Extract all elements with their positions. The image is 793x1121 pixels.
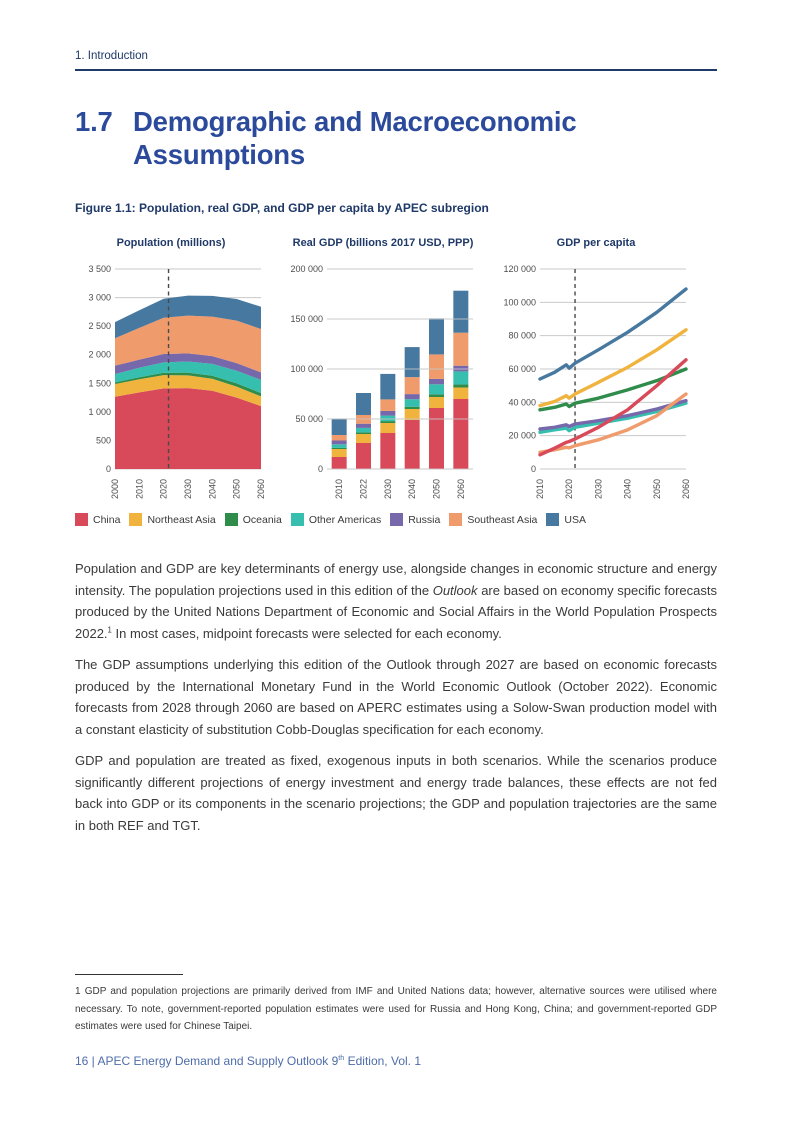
legend-swatch <box>449 513 463 526</box>
svg-text:2 000: 2 000 <box>88 350 111 360</box>
outlook-italic: Outlook <box>432 582 478 598</box>
svg-text:3 500: 3 500 <box>88 264 111 274</box>
paragraph-3: GDP and population are treated as fixed,… <box>75 753 717 833</box>
real-gdp-chart-title: Real GDP (billions 2017 USD, PPP) <box>292 237 474 249</box>
section-number: 1.7 <box>75 106 113 137</box>
section-title-line2: Assumptions <box>133 139 305 170</box>
svg-text:2060: 2060 <box>456 479 466 499</box>
paragraph-1-text: are based on economy specific forecasts … <box>75 582 717 641</box>
svg-text:0: 0 <box>318 464 323 474</box>
svg-text:120 000: 120 000 <box>503 264 536 274</box>
footnote-rule <box>75 974 183 975</box>
footer-superscript: th <box>338 1053 345 1062</box>
svg-text:1 000: 1 000 <box>88 407 111 417</box>
legend-label: Southeast Asia <box>467 513 538 526</box>
svg-text:2030: 2030 <box>593 479 603 499</box>
section-title-text: Demographic and Macroeconomic Assumption… <box>133 105 577 171</box>
svg-text:2040: 2040 <box>623 479 633 499</box>
legend-swatch <box>390 513 404 526</box>
real-gdp-bar-chart: 0 50 000 100 000 150 000 200 000 2010 2022 2030… <box>290 264 473 499</box>
figure-caption: Figure 1.1: Population, real GDP, and GD… <box>75 201 489 215</box>
footnote-reference: 1 <box>107 625 112 635</box>
svg-text:2030: 2030 <box>183 479 193 499</box>
svg-text:100 000: 100 000 <box>290 364 323 374</box>
svg-text:50 000: 50 000 <box>295 414 323 424</box>
svg-text:2 500: 2 500 <box>88 321 111 331</box>
legend-swatch <box>224 513 238 526</box>
gdp-per-capita-chart-column: GDP per capita 0 20 000 40 000 60 000 80 000… <box>500 237 692 505</box>
svg-text:60 000: 60 000 <box>508 364 536 374</box>
legend-item: Southeast Asia <box>449 513 537 526</box>
legend-swatch <box>75 513 88 526</box>
svg-text:2020: 2020 <box>159 479 169 499</box>
svg-text:2000: 2000 <box>110 479 120 499</box>
svg-text:2030: 2030 <box>383 479 393 499</box>
svg-text:2050: 2050 <box>232 479 242 499</box>
legend-label: China <box>93 513 121 526</box>
paragraph-1: Population and GDP are key determinants … <box>75 558 717 644</box>
svg-text:20 000: 20 000 <box>508 431 536 441</box>
paragraph-1-text: Population and GDP are key determinants … <box>75 561 717 598</box>
svg-text:200 000: 200 000 <box>290 264 323 274</box>
svg-text:2040: 2040 <box>207 479 217 499</box>
svg-text:2060: 2060 <box>681 479 691 499</box>
population-chart-title: Population (millions) <box>116 237 226 249</box>
real-gdp-chart-column: Real GDP (billions 2017 USD, PPP) 0 50 00… <box>287 237 479 505</box>
footer-text: 16 | APEC Energy Demand and Supply Outlo… <box>75 1054 339 1068</box>
footnote-text: 1 GDP and population projections are pri… <box>75 986 717 1032</box>
svg-text:3 000: 3 000 <box>88 293 111 303</box>
population-chart-column: Population (millions) 0 500 1 000 1 500 2 00… <box>75 237 267 505</box>
gdp-per-capita-chart-title: GDP per capita <box>556 237 636 249</box>
svg-text:2060: 2060 <box>256 479 266 499</box>
legend-item: Northeast Asia <box>129 513 216 526</box>
svg-text:2040: 2040 <box>407 479 417 499</box>
paragraph-1-text: In most cases, midpoint forecasts were s… <box>111 625 502 641</box>
legend-label: Oceania <box>242 513 282 526</box>
footer-text: Edition, Vol. 1 <box>344 1054 421 1068</box>
population-area-chart: 0 500 1 000 1 500 2 000 2 500 3 000 3 500 2000 20… <box>88 264 266 499</box>
legend-label: USA <box>564 513 586 526</box>
legend-label: Northeast Asia <box>147 513 216 526</box>
chart-legend: China Northeast Asia Oceania Other Americas… <box>75 513 595 526</box>
svg-text:2022: 2022 <box>359 479 369 499</box>
header-rule <box>75 69 717 71</box>
svg-text:1 500: 1 500 <box>88 378 111 388</box>
svg-text:500: 500 <box>96 435 111 445</box>
legend-item: China <box>75 513 120 526</box>
section-title: 1.7 Demographic and Macroeconomic Assump… <box>75 105 577 171</box>
body-text: Population and GDP are key determinants … <box>75 558 717 846</box>
running-header: 1. Introduction <box>75 50 148 62</box>
svg-text:2020: 2020 <box>564 479 574 499</box>
svg-text:40 000: 40 000 <box>508 397 536 407</box>
legend-item: USA <box>546 513 586 526</box>
gdp-per-capita-line-chart: 0 20 000 40 000 60 000 80 000 100 000 120 000 2… <box>503 264 691 499</box>
legend-item: Russia <box>390 513 440 526</box>
section-title-line1: Demographic and Macroeconomic <box>133 106 577 137</box>
legend-swatch <box>129 513 143 526</box>
svg-text:2050: 2050 <box>652 479 662 499</box>
legend-swatch <box>290 513 304 526</box>
paragraph-2: The GDP assumptions underlying this edit… <box>75 657 717 737</box>
figure-1-1: Population (millions) 0 500 1 000 1 500 2 00… <box>75 237 717 507</box>
legend-label: Other Americas <box>308 513 382 526</box>
page-footer: 16 | APEC Energy Demand and Supply Outlo… <box>75 1054 421 1068</box>
svg-text:100 000: 100 000 <box>503 297 536 307</box>
legend-label: Russia <box>408 513 441 526</box>
svg-text:80 000: 80 000 <box>508 331 536 341</box>
svg-text:2010: 2010 <box>535 479 545 499</box>
svg-text:2010: 2010 <box>334 479 344 499</box>
svg-text:2010: 2010 <box>134 479 144 499</box>
svg-text:2050: 2050 <box>432 479 442 499</box>
legend-item: Oceania <box>224 513 282 526</box>
svg-text:150 000: 150 000 <box>290 314 323 324</box>
svg-text:0: 0 <box>531 464 536 474</box>
legend-swatch <box>546 513 560 526</box>
legend-item: Other Americas <box>290 513 382 526</box>
svg-text:0: 0 <box>106 464 111 474</box>
